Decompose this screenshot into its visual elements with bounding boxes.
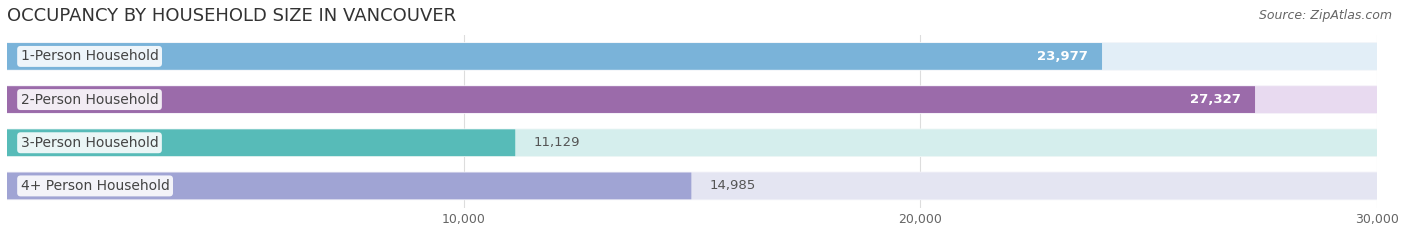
FancyBboxPatch shape <box>7 42 1376 71</box>
FancyBboxPatch shape <box>7 172 1376 199</box>
FancyBboxPatch shape <box>7 129 1376 157</box>
FancyBboxPatch shape <box>7 129 1376 156</box>
Text: 14,985: 14,985 <box>710 179 756 192</box>
Text: Source: ZipAtlas.com: Source: ZipAtlas.com <box>1258 9 1392 22</box>
FancyBboxPatch shape <box>7 172 1376 200</box>
FancyBboxPatch shape <box>7 129 515 156</box>
FancyBboxPatch shape <box>7 43 1376 70</box>
FancyBboxPatch shape <box>7 86 1256 113</box>
Text: OCCUPANCY BY HOUSEHOLD SIZE IN VANCOUVER: OCCUPANCY BY HOUSEHOLD SIZE IN VANCOUVER <box>7 7 456 25</box>
FancyBboxPatch shape <box>7 172 692 199</box>
Text: 23,977: 23,977 <box>1038 50 1088 63</box>
Text: 1-Person Household: 1-Person Household <box>21 49 159 63</box>
FancyBboxPatch shape <box>7 86 1376 113</box>
Text: 4+ Person Household: 4+ Person Household <box>21 179 170 193</box>
Text: 11,129: 11,129 <box>533 136 581 149</box>
FancyBboxPatch shape <box>7 43 1102 70</box>
FancyBboxPatch shape <box>7 85 1376 114</box>
Text: 2-Person Household: 2-Person Household <box>21 93 159 106</box>
Text: 3-Person Household: 3-Person Household <box>21 136 159 150</box>
Text: 27,327: 27,327 <box>1191 93 1241 106</box>
